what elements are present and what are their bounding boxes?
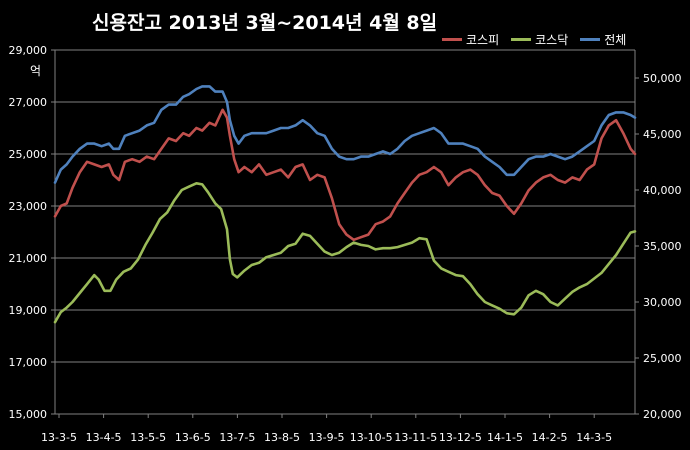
x-tick-label: 13-12-5 (439, 431, 482, 444)
y-left-tick-label: 27,000 (9, 96, 48, 109)
y-right-tick-label: 45,000 (643, 128, 682, 141)
x-tick-label: 13-3-5 (41, 431, 77, 444)
legend-swatch-kospi (442, 38, 462, 41)
legend-item-total: 전체 (580, 31, 626, 48)
legend-item-kosdaq: 코스닥 (511, 31, 568, 48)
legend-label-kospi: 코스피 (466, 33, 500, 47)
legend-item-kospi: 코스피 (442, 31, 499, 48)
y-right-tick-label: 35,000 (643, 240, 682, 253)
x-tick-label: 14-2-5 (532, 431, 568, 444)
x-tick-label: 14-1-5 (487, 431, 523, 444)
legend-swatch-kosdaq (511, 38, 532, 41)
x-tick-label: 14-3-5 (576, 431, 612, 444)
series-lines (53, 85, 637, 324)
y-left-tick-label: 17,000 (9, 356, 48, 369)
x-tick-label: 13-7-5 (219, 431, 255, 444)
series-line-total (53, 85, 637, 184)
y-right-tick-label: 40,000 (643, 184, 682, 197)
x-tick-label: 13-10-5 (350, 431, 393, 444)
y-left-tick-label: 15,000 (9, 408, 48, 421)
legend-swatch-total (580, 38, 601, 41)
legend-label-kosdaq: 코스닥 (535, 33, 569, 47)
y-right-tick-label: 50,000 (643, 72, 682, 85)
x-tick-label: 13-5-5 (130, 431, 166, 444)
x-tick-label: 13-11-5 (394, 431, 437, 444)
y-right-tick-label: 30,000 (643, 296, 682, 309)
x-tick-label: 13-8-5 (264, 431, 300, 444)
series-line-kospi (53, 108, 637, 242)
y-axis-right: 20,000 25,000 30,000 35,000 40,000 45,000 50,0… (634, 50, 682, 421)
series-line-kosdaq (53, 182, 637, 324)
legend: 코스피 코스닥 전체 (442, 31, 626, 48)
y-right-tick-label: 25,000 (643, 352, 682, 365)
y-axis-unit: 억 (30, 64, 42, 78)
x-tick-label: 13-9-5 (309, 431, 345, 444)
y-left-tick-label: 29,000 (9, 44, 48, 57)
x-axis: 13-3-5 13-4-5 13-5-5 13-6-5 13-7-5 13-8-5 13-9… (41, 413, 635, 444)
y-left-tick-label: 23,000 (9, 200, 48, 213)
legend-label-total: 전체 (604, 33, 627, 47)
x-tick-label: 13-4-5 (86, 431, 122, 444)
y-left-tick-label: 19,000 (9, 304, 48, 317)
y-axis-left: 15,000 17,000 19,000 21,000 23,000 25,000 27,0… (9, 44, 56, 421)
chart-title: 신용잔고 2013년 3월~2014년 4월 8일 (92, 12, 438, 34)
y-left-tick-label: 21,000 (9, 252, 48, 265)
x-tick-label: 13-6-5 (175, 431, 211, 444)
gridlines (55, 49, 635, 415)
y-left-tick-label: 25,000 (9, 148, 48, 161)
y-right-tick-label: 20,000 (643, 408, 682, 421)
